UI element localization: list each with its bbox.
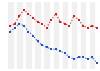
- Bar: [90, 2, 94, 69]
- Bar: [72, 2, 76, 69]
- Bar: [26, 2, 31, 69]
- Bar: [35, 2, 40, 69]
- Bar: [44, 2, 49, 69]
- Bar: [8, 2, 13, 69]
- Bar: [54, 2, 58, 69]
- Bar: [63, 2, 67, 69]
- Bar: [81, 2, 85, 69]
- Bar: [17, 2, 22, 69]
